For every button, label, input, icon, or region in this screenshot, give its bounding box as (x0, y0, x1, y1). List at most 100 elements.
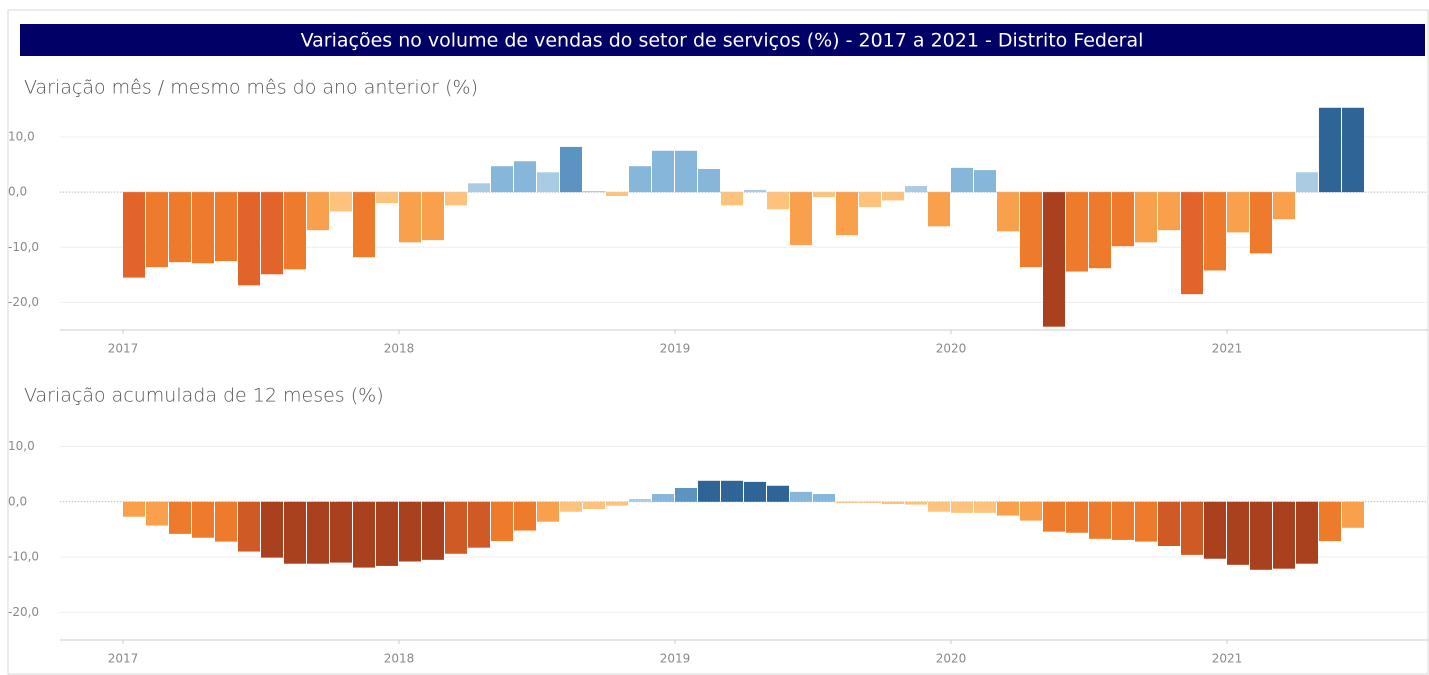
x-tick-label: 2021 (1212, 342, 1243, 356)
bar (445, 192, 467, 206)
bar (836, 501, 858, 503)
y-tick-label: -20,0 (8, 605, 39, 619)
bar (468, 183, 490, 193)
bar (1089, 192, 1111, 269)
bar (560, 501, 582, 512)
y-tick-label: 10,0 (8, 439, 35, 453)
x-tick-label: 2020 (936, 342, 967, 356)
bar (1227, 501, 1249, 565)
bar (491, 501, 513, 542)
bar (997, 501, 1019, 516)
bar (192, 501, 214, 538)
bar (1181, 192, 1203, 295)
bar (928, 192, 950, 227)
bar (606, 192, 628, 196)
bar (1296, 172, 1318, 193)
x-tick-label: 2019 (660, 652, 691, 666)
y-tick-label: -10,0 (8, 550, 39, 564)
bar (307, 192, 329, 231)
bar (974, 170, 996, 193)
bar (169, 501, 191, 534)
bar (790, 192, 812, 246)
bar (376, 192, 398, 204)
bar (951, 167, 973, 193)
bar (1181, 501, 1203, 555)
bar (836, 192, 858, 236)
bar (1250, 192, 1272, 254)
x-tick-label: 2017 (108, 652, 139, 666)
bar (1020, 192, 1042, 268)
bar (1296, 501, 1318, 564)
x-tick-label: 2020 (936, 652, 967, 666)
bar (767, 485, 789, 502)
bar (491, 166, 513, 193)
bar (123, 192, 145, 278)
bar (238, 501, 260, 552)
y-tick-label: 0,0 (8, 185, 27, 199)
y-tick-label: 0,0 (8, 494, 27, 508)
bar (882, 192, 904, 201)
bar (353, 192, 375, 258)
bar (514, 501, 536, 531)
bar (146, 192, 168, 268)
bar (905, 186, 927, 193)
bar (1273, 192, 1295, 220)
bar (1135, 192, 1157, 243)
bar (399, 192, 421, 243)
bar (606, 501, 628, 506)
bar (1273, 501, 1295, 569)
bar (284, 501, 306, 564)
bar (1112, 501, 1134, 540)
bar (629, 499, 651, 502)
bar (1135, 501, 1157, 542)
bar (215, 192, 237, 262)
bar (353, 501, 375, 568)
bar (1319, 107, 1341, 193)
y-tick-label: -20,0 (8, 295, 39, 309)
bar (468, 501, 490, 548)
bar (1066, 192, 1088, 272)
bar (261, 192, 283, 275)
bar (721, 192, 743, 206)
bar (146, 501, 168, 526)
bar (376, 501, 398, 566)
y-tick-label: -10,0 (8, 240, 39, 254)
bar (744, 481, 766, 502)
dashboard-title: Variações no volume de vendas do setor d… (301, 30, 1144, 52)
bar (583, 501, 605, 509)
bar (974, 501, 996, 513)
bar (1158, 501, 1180, 547)
bar (422, 192, 444, 241)
bar (445, 501, 467, 554)
bar (514, 161, 536, 193)
bar (1342, 501, 1364, 528)
bar (307, 501, 329, 564)
bar (560, 146, 582, 193)
bar (767, 192, 789, 210)
x-tick-label: 2018 (384, 342, 415, 356)
bar (1342, 107, 1364, 193)
bar (652, 494, 674, 502)
bar (1250, 501, 1272, 570)
chart-title: Variação mês / mesmo mês do ano anterior… (24, 77, 478, 99)
bar (1043, 501, 1065, 532)
bar (1204, 501, 1226, 559)
x-tick-label: 2017 (108, 342, 139, 356)
bar (1112, 192, 1134, 247)
bar (859, 192, 881, 208)
bar (1066, 501, 1088, 533)
bar (123, 501, 145, 517)
bar (652, 150, 674, 193)
bar (399, 501, 421, 562)
title-bar (20, 24, 1425, 56)
bar (1020, 501, 1042, 521)
bar (330, 192, 352, 212)
bar (813, 494, 835, 502)
bar (997, 192, 1019, 232)
y-tick-label: 10,0 (8, 129, 35, 143)
bar (629, 166, 651, 193)
bar (1227, 192, 1249, 233)
bar (192, 192, 214, 264)
bar (698, 168, 720, 193)
